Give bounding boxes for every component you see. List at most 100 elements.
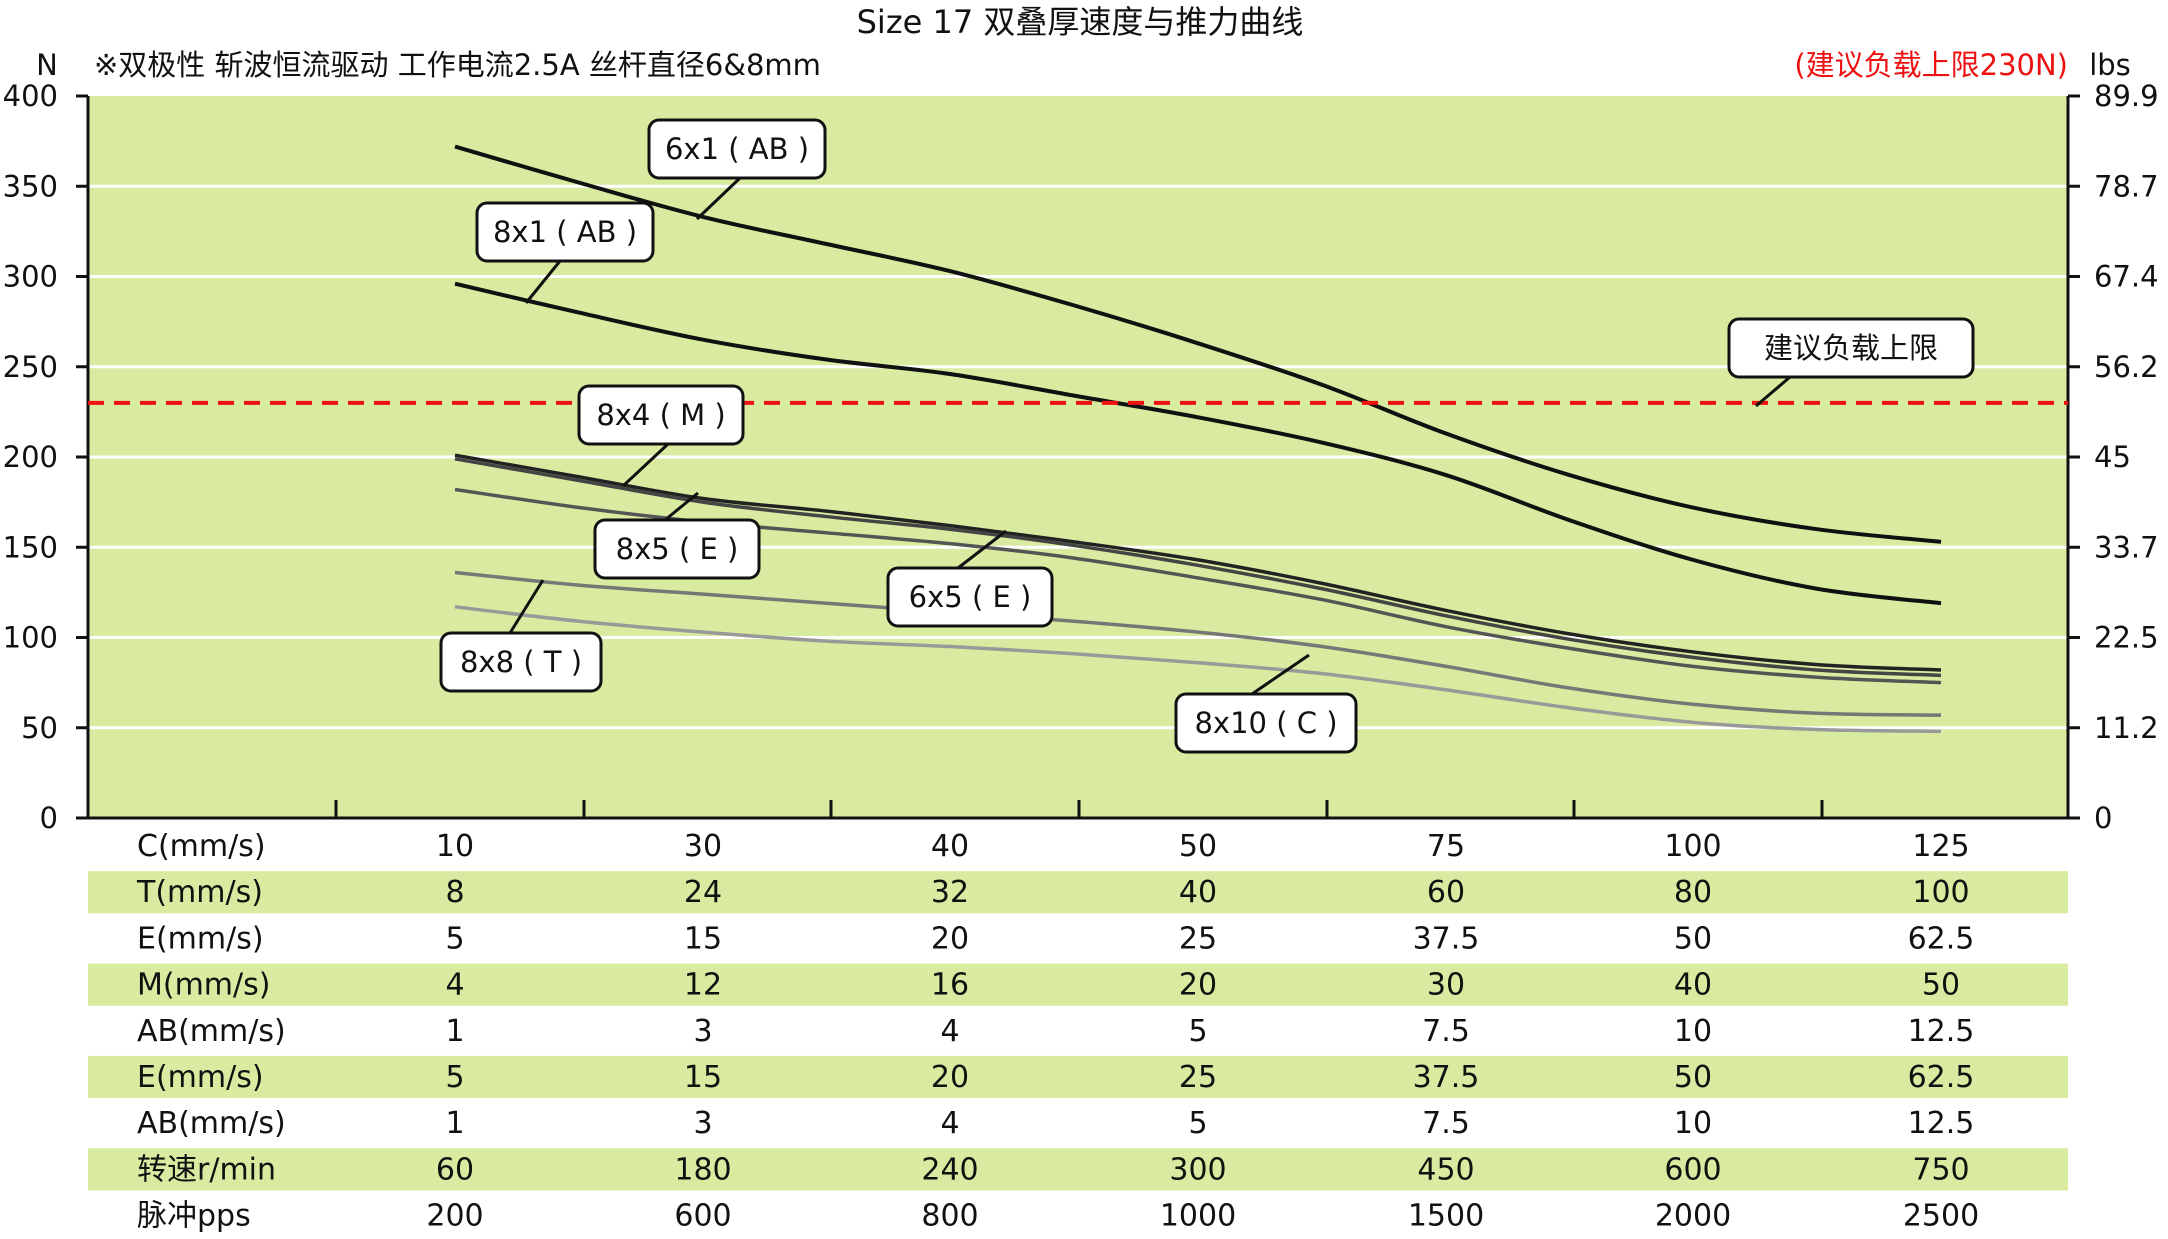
table-cell: 3 [693, 1014, 712, 1049]
table-cell: 32 [931, 875, 969, 910]
table-cell: 8 [445, 875, 464, 910]
table-cell: 5 [1188, 1106, 1207, 1141]
table-cell: 2000 [1655, 1199, 1731, 1234]
table-cell: 4 [940, 1106, 959, 1141]
y-axis-right-unit: lbs [2089, 48, 2131, 82]
table-cell: 30 [1427, 968, 1465, 1003]
table-cell: 12 [684, 968, 722, 1003]
table-cell: 20 [931, 1060, 969, 1095]
table-cell: 4 [445, 968, 464, 1003]
table-row-label: 转速r/min [137, 1152, 276, 1187]
table-cell: 20 [931, 921, 969, 956]
table-cell: 50 [1674, 921, 1712, 956]
table-cell: 1 [445, 1106, 464, 1141]
table-row-label: AB(mm/s) [137, 1014, 286, 1049]
y-tick-label-left: 300 [3, 260, 58, 294]
table-cell: 25 [1179, 1060, 1217, 1095]
load-limit-note: (建议负载上限230N) [1794, 48, 2068, 82]
table-row-band [88, 1055, 2068, 1099]
y-tick-label-right: 89.9 [2094, 79, 2159, 113]
table-cell: 50 [1922, 968, 1960, 1003]
callout-pointer [957, 529, 1007, 570]
table-row-label: E(mm/s) [137, 921, 264, 956]
table-cell: 30 [684, 829, 722, 864]
table-cell: 600 [1664, 1152, 1721, 1187]
y-tick-label-right: 78.7 [2094, 169, 2159, 203]
y-tick-label-right: 22.5 [2094, 621, 2159, 655]
table-cell: 12.5 [1908, 1014, 1975, 1049]
series-line [454, 281, 1942, 606]
y-tick-label-right: 56.2 [2094, 350, 2159, 384]
series-line [454, 457, 1942, 678]
table-cell: 24 [684, 875, 722, 910]
table-cell: 800 [921, 1199, 978, 1234]
y-tick-label-left: 250 [3, 350, 58, 384]
table-cell: 15 [684, 921, 722, 956]
y-tick-label-left: 350 [3, 169, 58, 203]
table-cell: 75 [1427, 829, 1465, 864]
table-cell: 125 [1912, 829, 1969, 864]
chart-subtitle: ※双极性 斩波恒流驱动 工作电流2.5A 丝杆直径6&8mm [94, 48, 821, 82]
table-cell: 16 [931, 968, 969, 1003]
callout-label: 8x1 ( AB ) [493, 215, 637, 249]
table-cell: 50 [1674, 1060, 1712, 1095]
callout-pointer [664, 491, 699, 522]
table-cell: 180 [674, 1152, 731, 1187]
table-cell: 37.5 [1413, 921, 1480, 956]
table-cell: 12.5 [1908, 1106, 1975, 1141]
callout-pointer [524, 260, 562, 304]
table-row-label: 脉冲pps [137, 1199, 251, 1234]
callout-label: 8x5 ( E ) [616, 532, 739, 566]
table-row-label: M(mm/s) [137, 968, 270, 1003]
table-row-label: E(mm/s) [137, 1060, 264, 1095]
callout-label: 6x5 ( E ) [909, 580, 1032, 614]
callout-pointer [508, 579, 545, 634]
y-tick-label-left: 50 [21, 711, 58, 745]
table-row-band [88, 963, 2068, 1006]
table-cell: 7.5 [1422, 1014, 1470, 1049]
table-cell: 5 [1188, 1014, 1207, 1049]
table-cell: 4 [940, 1014, 959, 1049]
table-cell: 2500 [1903, 1199, 1979, 1234]
axes [76, 94, 2080, 820]
table-cell: 600 [674, 1199, 731, 1234]
y-tick-label-right: 0 [2094, 801, 2112, 835]
table-cell: 5 [445, 921, 464, 956]
table-cell: 1 [445, 1014, 464, 1049]
callout-label: 8x8 ( T ) [460, 645, 582, 679]
callout-pointer [695, 176, 742, 221]
callout-pointer [1251, 653, 1310, 696]
y-tick-label-right: 33.7 [2094, 530, 2159, 564]
table-row-label: T(mm/s) [136, 875, 263, 910]
y-tick-label-left: 400 [3, 79, 58, 113]
series-line [454, 453, 1942, 672]
callout-box [647, 118, 827, 180]
table-cell: 10 [1674, 1106, 1712, 1141]
series-line [454, 605, 1942, 734]
table-cell: 40 [1674, 968, 1712, 1003]
table-cell: 200 [426, 1199, 483, 1234]
table-cell: 20 [1179, 968, 1217, 1003]
y-tick-label-left: 200 [3, 440, 58, 474]
callout-box [1174, 692, 1358, 754]
y-axis-left-unit: N [36, 48, 58, 82]
callout-label: 建议负载上限 [1764, 331, 1938, 365]
table-bands [88, 871, 2068, 1191]
callout-box [1727, 317, 1975, 379]
y-tick-labels: 0 50 100 150 200 250 300 350 400 0 11.2 22.5 33.7 45 5… [3, 79, 2159, 835]
table-row-label: AB(mm/s) [137, 1106, 286, 1141]
table-cell: 1000 [1160, 1199, 1236, 1234]
table-cell: 100 [1664, 829, 1721, 864]
table-cell: 300 [1169, 1152, 1226, 1187]
table-cell: 62.5 [1908, 1060, 1975, 1095]
callout-box [475, 201, 655, 263]
y-tick-label-right: 67.4 [2094, 260, 2159, 294]
table-cell: 7.5 [1422, 1106, 1470, 1141]
table-cell: 10 [1674, 1014, 1712, 1049]
y-tick-label-right: 45 [2094, 440, 2131, 474]
table-cell: 10 [436, 829, 474, 864]
table-cell: 37.5 [1413, 1060, 1480, 1095]
table-cell: 450 [1417, 1152, 1474, 1187]
